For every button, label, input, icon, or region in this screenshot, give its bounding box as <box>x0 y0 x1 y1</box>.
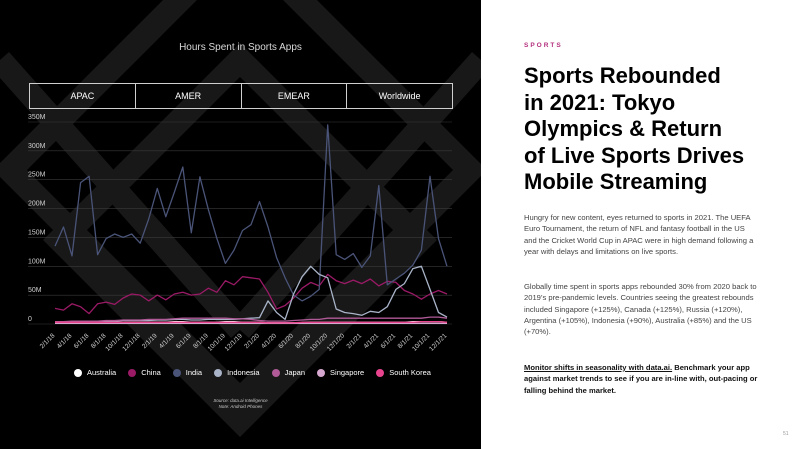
headline: Sports Rebounded in 2021: Tokyo Olympics… <box>524 63 774 196</box>
legend-item-japan[interactable]: Japan <box>271 368 306 377</box>
x-tick-label: 6/1/18 <box>73 332 91 350</box>
legend-label: Singapore <box>330 368 365 377</box>
tab-amer[interactable]: AMER <box>134 84 241 108</box>
legend-swatch-indonesia <box>214 368 223 377</box>
line-chart: 0 50M 100M 150M 200M 250M 300M 350M 2/1/18 4/1/18… <box>28 114 452 353</box>
body-paragraph-2: Globally time spent in sports apps rebou… <box>524 282 757 337</box>
y-tick-label: 200M <box>28 201 46 208</box>
legend-item-singapore[interactable]: Singapore <box>317 368 364 377</box>
y-tick-label: 250M <box>28 172 46 179</box>
legend-swatch-south-korea <box>376 368 385 377</box>
legend-item-china[interactable]: China <box>128 368 161 377</box>
legend-label: South Korea <box>389 368 431 377</box>
section-kicker: SPORTS <box>524 42 563 49</box>
legend-item-indonesia[interactable]: Indonesia <box>214 368 260 377</box>
y-tick-label: 0 <box>28 316 32 323</box>
legend-item-australia[interactable]: Australia <box>74 368 116 377</box>
tab-emear[interactable]: EMEAR <box>240 84 347 108</box>
legend-swatch-japan <box>271 368 280 377</box>
x-tick-label: 10/1/20 <box>309 332 330 353</box>
x-tick-label: 12/1/21 <box>428 332 449 353</box>
y-tick-label: 350M <box>28 114 46 121</box>
x-tick-label: 12/1/18 <box>121 332 142 353</box>
series-line-japan <box>55 316 448 323</box>
headline-line: in 2021: Tokyo <box>524 89 676 115</box>
x-tick-label: 12/1/19 <box>224 332 245 353</box>
body-paragraph-1: Hungry for new content, eyes returned to… <box>524 213 754 256</box>
legend-swatch-china <box>128 368 137 377</box>
x-tick-label: 2/1/21 <box>345 332 363 350</box>
region-tabs: APAC AMER EMEAR Worldwide <box>29 83 453 109</box>
series-line-india <box>54 124 448 302</box>
legend-swatch-australia <box>74 368 82 377</box>
chart-source-note: Source: data.ai Intelligence Note: Andro… <box>0 398 481 410</box>
x-tick-label: 2/1/19 <box>141 332 159 350</box>
note-line: Note: Android Phones <box>218 404 263 409</box>
tab-apac[interactable]: APAC <box>70 91 95 101</box>
call-to-action: Monitor shifts in seasonality with data.… <box>524 362 764 396</box>
chart-legend: Australia China India Indonesia Japan Si… <box>74 368 431 377</box>
x-tick-label: 2/1/18 <box>39 332 57 350</box>
legend-label: China <box>141 368 161 377</box>
series-line-indonesia <box>54 265 448 323</box>
x-tick-label: 4/1/21 <box>363 332 381 350</box>
x-tick-label: 6/1/20 <box>277 332 295 350</box>
y-tick-label: 50M <box>28 287 42 294</box>
tab-worldwide[interactable]: Worldwide <box>346 84 452 108</box>
x-tick-label: 10/1/18 <box>104 332 125 353</box>
chart-title: Hours Spent in Sports Apps <box>179 42 302 53</box>
x-tick-label: 10/1/21 <box>411 332 432 353</box>
cta-text: Benchmark your app against market trends… <box>524 363 758 395</box>
legend-label: Japan <box>284 368 306 377</box>
data-ai-link[interactable]: Monitor shifts in seasonality with data.… <box>524 363 673 372</box>
y-tick-label: 150M <box>28 229 46 236</box>
legend-swatch-singapore <box>317 368 326 377</box>
x-tick-label: 12/1/20 <box>326 332 347 353</box>
y-tick-label: 100M <box>28 258 46 265</box>
legend-item-south-korea[interactable]: South Korea <box>376 368 431 377</box>
legend-item-india[interactable]: India <box>172 368 203 377</box>
x-tick-label: 6/1/21 <box>380 332 398 350</box>
headline-line: Olympics & Return <box>524 116 723 141</box>
headline-line: of Live Sports Drives <box>524 142 745 168</box>
x-tick-label: 6/1/19 <box>175 332 193 350</box>
page-number: 51 <box>783 431 789 437</box>
headline-line: Sports Rebounded <box>524 63 721 88</box>
source-line: Source: data.ai Intelligence <box>213 398 268 403</box>
x-tick-label: 4/1/20 <box>260 332 278 350</box>
legend-label: Indonesia <box>227 368 260 377</box>
series-line-south-korea <box>55 321 448 324</box>
x-tick-label: 10/1/19 <box>207 332 228 353</box>
x-tick-label: 4/1/18 <box>56 332 74 350</box>
chart-panel: Hours Spent in Sports Apps APAC AMER EME… <box>0 0 481 449</box>
legend-label: Australia <box>87 368 117 377</box>
x-tick-label: 2/1/20 <box>243 332 261 350</box>
legend-swatch-india <box>172 368 181 377</box>
y-tick-label: 300M <box>28 143 46 150</box>
series-line-china <box>54 273 448 315</box>
x-tick-label: 4/1/19 <box>158 332 176 350</box>
legend-label: India <box>185 368 203 377</box>
headline-line: Mobile Streaming <box>524 169 708 194</box>
